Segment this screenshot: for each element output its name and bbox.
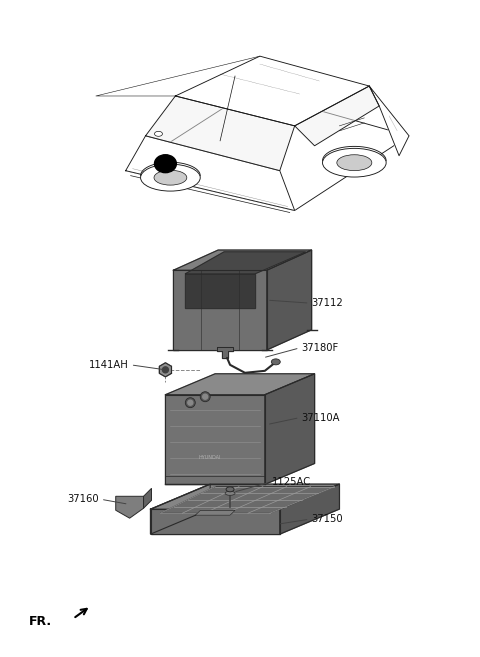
Polygon shape	[185, 252, 306, 274]
Ellipse shape	[323, 148, 386, 177]
Polygon shape	[144, 488, 152, 509]
Polygon shape	[185, 274, 255, 307]
Circle shape	[203, 394, 208, 399]
Polygon shape	[116, 496, 144, 518]
Polygon shape	[166, 374, 314, 395]
Polygon shape	[145, 96, 295, 171]
Text: 1141AH: 1141AH	[89, 360, 129, 370]
Polygon shape	[166, 395, 265, 484]
Polygon shape	[280, 484, 339, 534]
Text: 1125AC: 1125AC	[272, 478, 311, 487]
Text: FR.: FR.	[29, 615, 52, 628]
Polygon shape	[126, 91, 409, 210]
Text: 37160: 37160	[67, 494, 99, 505]
Polygon shape	[151, 484, 210, 534]
Polygon shape	[151, 484, 339, 509]
Circle shape	[188, 400, 193, 405]
Text: 37180F: 37180F	[301, 343, 339, 353]
Ellipse shape	[155, 131, 162, 136]
Ellipse shape	[225, 491, 235, 495]
Polygon shape	[151, 509, 280, 534]
Circle shape	[162, 367, 168, 373]
Ellipse shape	[226, 487, 234, 492]
Ellipse shape	[154, 170, 187, 185]
Polygon shape	[265, 374, 314, 484]
Polygon shape	[267, 250, 312, 350]
Polygon shape	[369, 86, 409, 156]
Polygon shape	[126, 136, 295, 210]
Ellipse shape	[155, 155, 176, 173]
Polygon shape	[217, 347, 233, 358]
Polygon shape	[195, 510, 235, 515]
Text: 37112: 37112	[312, 298, 343, 308]
Polygon shape	[159, 363, 171, 377]
Ellipse shape	[337, 155, 372, 171]
Text: HYUNDAI: HYUNDAI	[199, 455, 221, 460]
Polygon shape	[173, 270, 267, 350]
Circle shape	[200, 392, 210, 401]
Text: 37110A: 37110A	[301, 413, 340, 422]
Circle shape	[185, 397, 195, 407]
Ellipse shape	[141, 164, 200, 191]
Polygon shape	[295, 86, 379, 146]
Ellipse shape	[271, 359, 280, 365]
Polygon shape	[159, 363, 171, 377]
Polygon shape	[173, 250, 312, 270]
Polygon shape	[175, 56, 369, 126]
Polygon shape	[160, 487, 335, 513]
Text: 37150: 37150	[312, 514, 343, 524]
